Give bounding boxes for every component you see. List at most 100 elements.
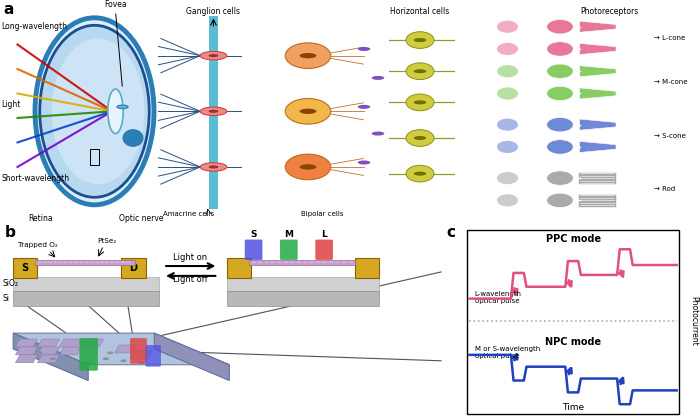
Ellipse shape [286, 154, 330, 180]
Bar [13, 291, 159, 305]
Text: Short-wavelength: Short-wavelength [1, 173, 69, 183]
Circle shape [414, 69, 426, 73]
Text: PPC mode: PPC mode [545, 234, 601, 244]
Ellipse shape [547, 42, 573, 56]
Text: M or S-wavelength
optical pulse: M or S-wavelength optical pulse [475, 346, 540, 360]
Circle shape [300, 109, 316, 114]
Circle shape [120, 360, 127, 362]
Bar [13, 258, 38, 278]
Text: Photoreceptors: Photoreceptors [580, 7, 638, 16]
Circle shape [36, 352, 43, 354]
Ellipse shape [406, 165, 434, 182]
Polygon shape [115, 345, 136, 353]
Circle shape [48, 261, 52, 263]
Text: → S-cone: → S-cone [654, 133, 687, 139]
Ellipse shape [406, 94, 434, 111]
Ellipse shape [497, 21, 518, 33]
Ellipse shape [497, 43, 518, 55]
Circle shape [67, 360, 74, 362]
Text: → M-cone: → M-cone [654, 79, 688, 85]
Circle shape [138, 361, 144, 364]
Circle shape [358, 105, 370, 109]
Ellipse shape [286, 43, 330, 68]
Circle shape [323, 261, 327, 263]
Circle shape [271, 261, 275, 263]
Circle shape [74, 261, 78, 263]
Bar [227, 258, 251, 278]
Circle shape [300, 164, 316, 170]
Polygon shape [38, 339, 60, 347]
Text: Photocurrent: Photocurrent [689, 297, 698, 346]
Circle shape [342, 261, 346, 263]
Bar [249, 260, 355, 265]
Polygon shape [13, 333, 88, 381]
FancyBboxPatch shape [79, 338, 98, 371]
FancyBboxPatch shape [130, 338, 147, 364]
Circle shape [200, 107, 227, 116]
Ellipse shape [497, 141, 518, 153]
Text: c: c [446, 225, 455, 239]
Circle shape [209, 110, 218, 113]
Polygon shape [15, 355, 38, 363]
Circle shape [209, 165, 218, 168]
Ellipse shape [497, 194, 518, 207]
Circle shape [300, 53, 316, 58]
Text: Trapped O₂: Trapped O₂ [18, 242, 57, 248]
Ellipse shape [547, 86, 573, 101]
Circle shape [69, 261, 73, 263]
Bar [13, 277, 159, 291]
Ellipse shape [497, 118, 518, 131]
Polygon shape [15, 347, 38, 355]
Circle shape [349, 261, 353, 263]
Bar [121, 258, 146, 278]
Text: Optic nerve: Optic nerve [119, 214, 164, 223]
Ellipse shape [122, 129, 144, 147]
Circle shape [372, 76, 384, 80]
Text: SiO₂: SiO₂ [2, 279, 18, 288]
Circle shape [303, 261, 307, 263]
Circle shape [414, 172, 426, 176]
Polygon shape [580, 119, 616, 130]
Circle shape [105, 261, 109, 263]
Bar [35, 260, 135, 265]
Text: Si: Si [2, 294, 9, 303]
Text: PtSe₂: PtSe₂ [97, 238, 116, 244]
Circle shape [414, 38, 426, 42]
Text: Light off: Light off [173, 275, 208, 284]
Polygon shape [580, 88, 616, 99]
FancyBboxPatch shape [146, 345, 161, 367]
Circle shape [99, 261, 104, 263]
Circle shape [358, 160, 370, 165]
Circle shape [85, 361, 91, 364]
Polygon shape [154, 333, 230, 381]
Polygon shape [38, 347, 60, 355]
Ellipse shape [52, 38, 144, 184]
Polygon shape [15, 339, 38, 347]
FancyBboxPatch shape [245, 239, 262, 260]
Circle shape [53, 261, 57, 263]
Circle shape [200, 163, 227, 171]
Text: M: M [284, 231, 293, 239]
Polygon shape [60, 339, 82, 347]
Ellipse shape [547, 19, 573, 34]
Circle shape [297, 261, 301, 263]
Text: NPC mode: NPC mode [545, 337, 601, 347]
Circle shape [90, 261, 94, 263]
Ellipse shape [497, 87, 518, 100]
Text: S: S [251, 231, 257, 239]
Circle shape [43, 261, 47, 263]
Text: Light: Light [1, 100, 21, 109]
Circle shape [284, 261, 288, 263]
Bar [209, 16, 218, 209]
Circle shape [84, 261, 89, 263]
Text: b: b [4, 225, 15, 239]
Circle shape [290, 261, 295, 263]
Bar [355, 258, 379, 278]
Circle shape [79, 261, 83, 263]
Circle shape [117, 105, 128, 109]
Circle shape [126, 261, 130, 263]
Text: Bipolar cells: Bipolar cells [301, 211, 343, 217]
Bar [227, 277, 379, 291]
Bar [578, 194, 616, 207]
Ellipse shape [406, 32, 434, 48]
